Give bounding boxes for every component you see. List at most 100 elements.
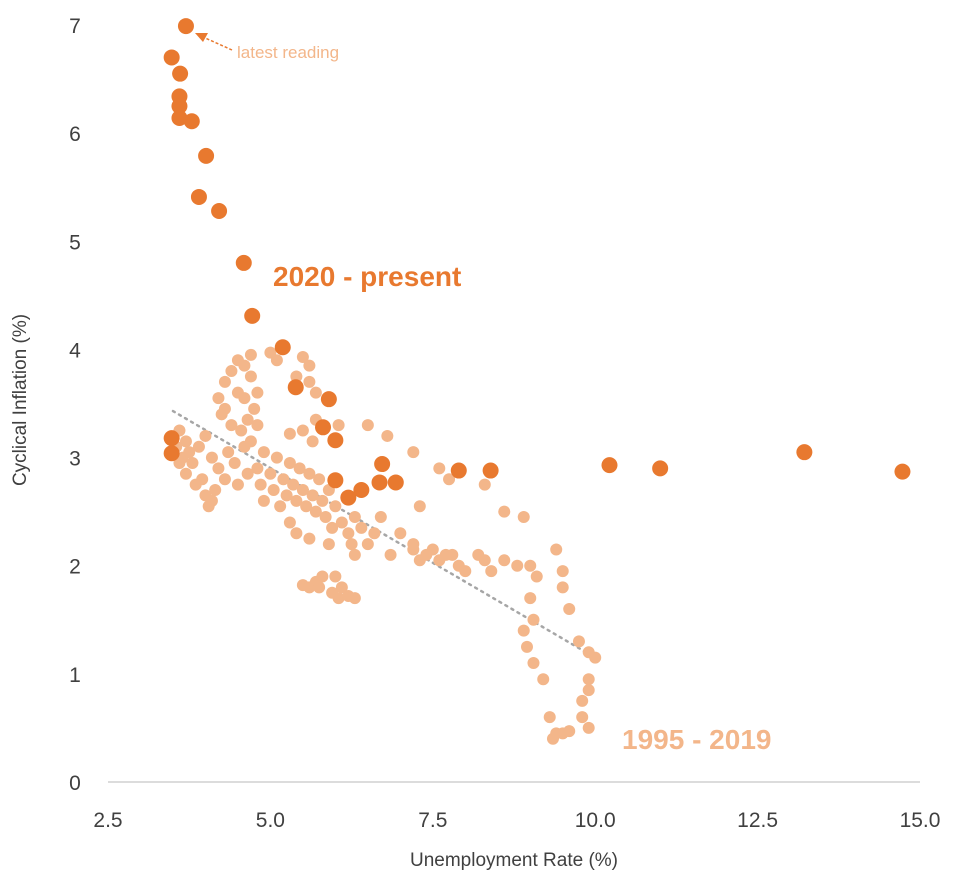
historical-point bbox=[335, 516, 348, 529]
historical-point bbox=[283, 456, 296, 469]
historical-point bbox=[576, 711, 589, 724]
recent-points bbox=[163, 18, 911, 506]
annotation-arrow bbox=[202, 36, 233, 51]
x-tick-label: 12.5 bbox=[737, 809, 778, 832]
historical-point bbox=[576, 694, 589, 707]
historical-point bbox=[290, 494, 303, 507]
y-tick-label: 1 bbox=[69, 664, 81, 687]
historical-point bbox=[270, 451, 283, 464]
historical-point bbox=[283, 516, 296, 529]
recent-point bbox=[353, 482, 370, 499]
historical-point bbox=[296, 484, 309, 497]
historical-point bbox=[550, 543, 563, 556]
historical-point bbox=[316, 494, 329, 507]
historical-point bbox=[212, 462, 225, 475]
historical-point bbox=[407, 446, 420, 459]
historical-point bbox=[589, 651, 602, 664]
historical-point bbox=[238, 392, 251, 405]
historical-point bbox=[186, 456, 199, 469]
historical-point bbox=[355, 521, 368, 534]
recent-point bbox=[601, 457, 618, 474]
historical-point bbox=[348, 511, 361, 524]
historical-point bbox=[173, 456, 186, 469]
x-tick-label: 5.0 bbox=[256, 809, 285, 832]
historical-point bbox=[329, 500, 342, 513]
historical-point bbox=[290, 527, 303, 540]
recent-point bbox=[482, 462, 499, 479]
recent-point bbox=[287, 379, 304, 396]
historical-points bbox=[170, 346, 602, 745]
historical-point bbox=[231, 478, 244, 491]
y-tick-label: 3 bbox=[69, 448, 81, 471]
historical-point bbox=[572, 635, 585, 648]
recent-point bbox=[450, 462, 467, 479]
annotation-arrowhead-icon bbox=[195, 33, 208, 42]
historical-point bbox=[517, 624, 530, 637]
recent-point bbox=[315, 419, 332, 436]
historical-point bbox=[563, 602, 576, 615]
y-tick-label: 5 bbox=[69, 231, 81, 254]
recent-point bbox=[171, 98, 188, 115]
historical-point bbox=[335, 581, 348, 594]
x-tick-label: 15.0 bbox=[900, 809, 941, 832]
historical-point bbox=[348, 548, 361, 561]
historical-point bbox=[527, 613, 540, 626]
recent-point bbox=[163, 49, 180, 66]
historical-point bbox=[520, 640, 533, 653]
historical-point bbox=[241, 413, 254, 426]
recent-point bbox=[387, 474, 404, 491]
recent-point bbox=[244, 307, 261, 324]
historical-point bbox=[244, 435, 257, 448]
historical-point bbox=[309, 386, 322, 399]
historical-point bbox=[215, 408, 228, 421]
historical-point bbox=[407, 538, 420, 551]
historical-point bbox=[251, 419, 264, 432]
historical-point bbox=[179, 435, 192, 448]
historical-point bbox=[205, 494, 218, 507]
historical-point bbox=[209, 484, 222, 497]
historical-point bbox=[306, 435, 319, 448]
historical-point bbox=[459, 565, 472, 578]
historical-point bbox=[478, 478, 491, 491]
historical-point bbox=[244, 370, 257, 383]
historical-point bbox=[277, 473, 290, 486]
historical-point bbox=[313, 473, 326, 486]
label-historical: 1995 - 2019 bbox=[622, 724, 771, 755]
historical-point bbox=[348, 592, 361, 605]
historical-point bbox=[546, 732, 559, 745]
historical-point bbox=[426, 543, 439, 556]
historical-point bbox=[218, 473, 231, 486]
historical-point bbox=[332, 419, 345, 432]
historical-point bbox=[287, 478, 300, 491]
historical-point bbox=[179, 467, 192, 480]
historical-point bbox=[582, 721, 595, 734]
historical-point bbox=[218, 375, 231, 388]
historical-point bbox=[183, 446, 196, 459]
recent-point bbox=[211, 203, 228, 220]
recent-point bbox=[190, 188, 207, 205]
historical-point bbox=[257, 494, 270, 507]
y-tick-labels: 0 1 2 3 4 5 6 7 bbox=[69, 15, 81, 795]
historical-point bbox=[300, 500, 313, 513]
historical-point bbox=[248, 402, 261, 415]
historical-point bbox=[199, 429, 212, 442]
historical-point bbox=[235, 424, 248, 437]
historical-point bbox=[264, 467, 277, 480]
recent-point bbox=[327, 432, 344, 449]
historical-point bbox=[413, 500, 426, 513]
historical-point bbox=[241, 467, 254, 480]
x-axis-label: Unemployment Rate (%) bbox=[410, 850, 618, 871]
trend-line bbox=[171, 409, 597, 659]
recent-point bbox=[198, 147, 215, 164]
historical-point bbox=[192, 440, 205, 453]
x-tick-labels: 2.5 5.0 7.5 10.0 12.5 15.0 bbox=[93, 809, 940, 832]
historical-point bbox=[270, 354, 283, 367]
recent-point bbox=[163, 445, 180, 462]
y-tick-label: 2 bbox=[69, 556, 81, 579]
recent-point bbox=[796, 444, 813, 461]
historical-point bbox=[446, 548, 459, 561]
historical-point bbox=[527, 657, 540, 670]
historical-point bbox=[342, 527, 355, 540]
historical-point bbox=[303, 375, 316, 388]
